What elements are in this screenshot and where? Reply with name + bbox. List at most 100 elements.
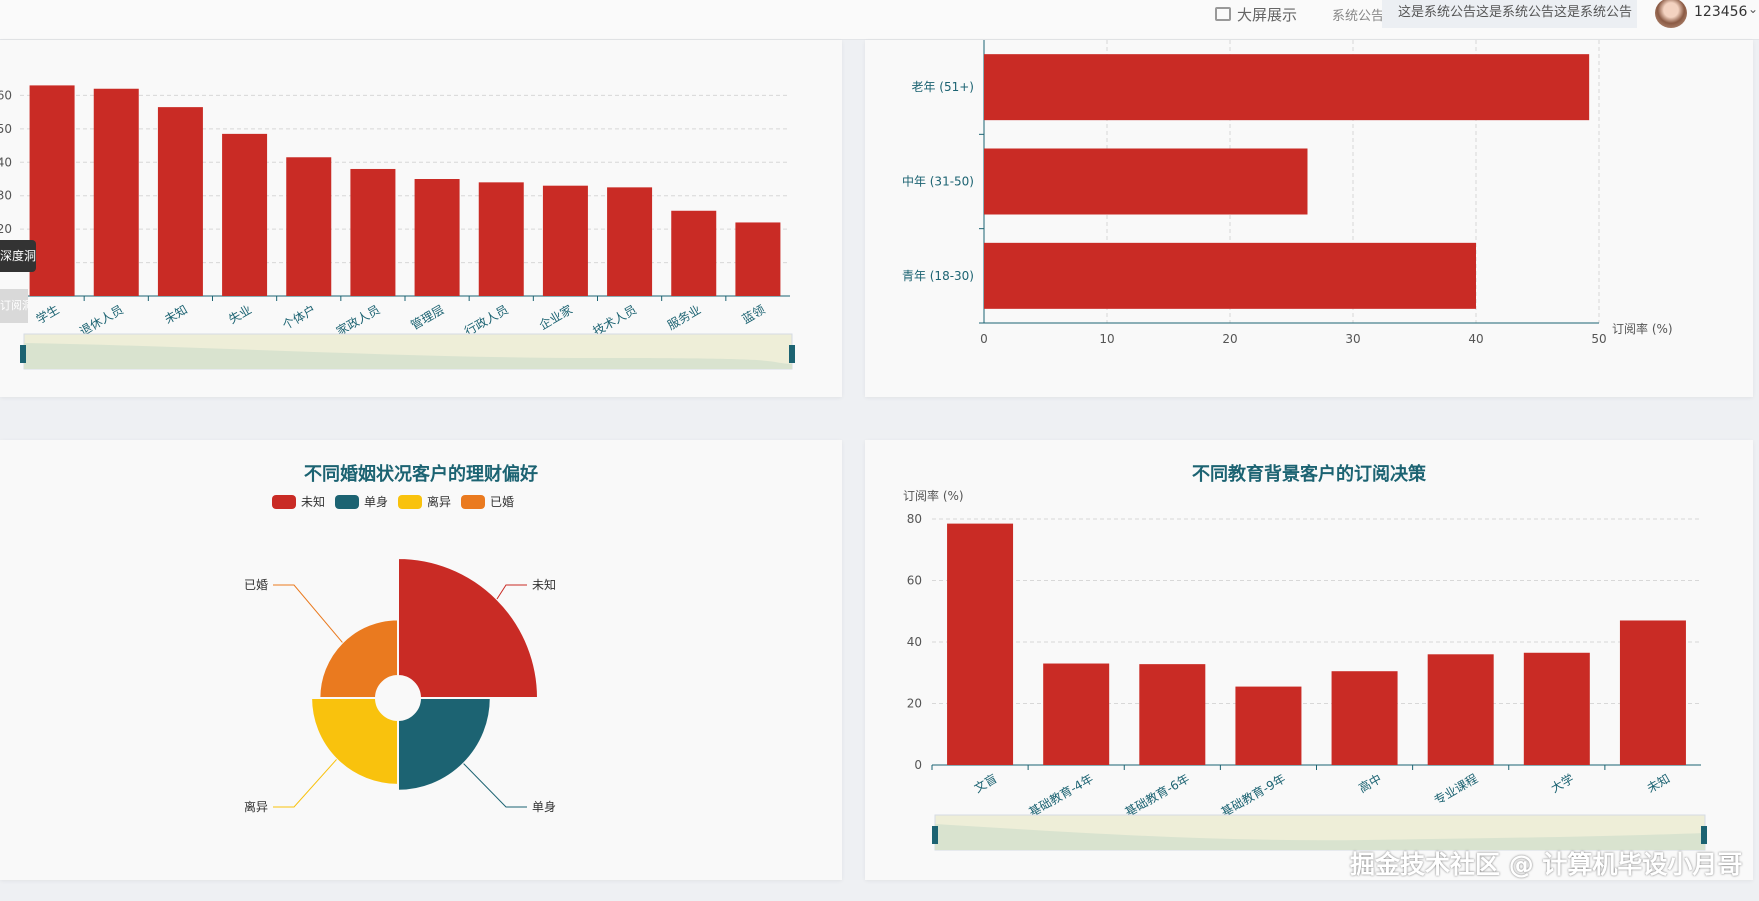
legend-item[interactable]: 未知 bbox=[272, 493, 325, 510]
x-tick-label: 基础教育-4年 bbox=[1026, 771, 1096, 820]
datazoom-preview bbox=[24, 343, 792, 369]
y-axis-name: 订阅率 (%) bbox=[903, 488, 964, 503]
bar bbox=[735, 222, 781, 296]
y-tick-label: 青年 (18-30) bbox=[902, 269, 974, 283]
bar bbox=[1427, 654, 1494, 765]
bar bbox=[1043, 663, 1110, 765]
y-tick-label: 80 bbox=[907, 512, 922, 526]
x-tick-label: 高中 bbox=[1356, 771, 1384, 796]
x-tick-label: 行政人员 bbox=[462, 302, 511, 338]
x-tick-label: 企业家 bbox=[536, 302, 575, 333]
x-tick-label: 20 bbox=[1222, 332, 1237, 346]
legend-item[interactable]: 已婚 bbox=[461, 493, 514, 510]
bar bbox=[947, 523, 1014, 765]
y-tick-label: 中年 (31-50) bbox=[902, 174, 974, 189]
x-tick-label: 蓝领 bbox=[740, 302, 768, 326]
bar bbox=[671, 210, 717, 296]
y-tick-label: 40 bbox=[907, 635, 922, 649]
x-tick-label: 个体户 bbox=[280, 302, 319, 333]
label-leader-line bbox=[273, 584, 343, 643]
x-axis-name: 订阅率 (%) bbox=[1612, 321, 1673, 336]
y-tick-label: 30 bbox=[0, 189, 12, 203]
tooltip-tag-secondary[interactable]: 订阅洞察 bbox=[0, 289, 28, 323]
bar bbox=[1523, 652, 1590, 765]
y-tick-label: 0 bbox=[914, 758, 922, 772]
x-tick-label: 基础教育-9年 bbox=[1218, 771, 1288, 820]
chart-legend: 未知 单身 离异 已婚 bbox=[272, 493, 514, 510]
x-tick-label: 专业课程 bbox=[1431, 771, 1480, 808]
bar bbox=[29, 85, 75, 297]
datazoom-handle-left bbox=[932, 826, 938, 844]
x-tick-label: 10 bbox=[1099, 332, 1114, 346]
bar bbox=[414, 179, 460, 296]
x-tick-label: 大学 bbox=[1548, 771, 1576, 796]
bar bbox=[1235, 686, 1302, 765]
chart-title: 不同婚姻状况客户的理财偏好 bbox=[304, 464, 538, 485]
top-bar: 大屏展示 系统公告 这是系统公告这是系统公告这是系统公告 123456 ⌄ bbox=[0, 0, 1759, 40]
datazoom-handle-right bbox=[1701, 826, 1707, 844]
bar bbox=[1139, 664, 1206, 765]
username[interactable]: 123456 bbox=[1694, 4, 1748, 20]
chevron-down-icon[interactable]: ⌄ bbox=[1748, 2, 1759, 16]
legend-swatch bbox=[461, 494, 486, 509]
x-tick-label: 学生 bbox=[33, 302, 61, 327]
label-leader-line bbox=[273, 759, 337, 808]
x-tick-label: 管理层 bbox=[408, 302, 447, 333]
monitor-icon bbox=[1215, 7, 1231, 21]
bar bbox=[1619, 620, 1686, 765]
marital-chart-card: 不同婚姻状况客户的理财偏好 未知 单身 离异 已婚 bbox=[0, 440, 842, 880]
y-tick-label: 50 bbox=[0, 122, 12, 136]
x-tick-label: 退休人员 bbox=[77, 302, 126, 338]
bar bbox=[984, 148, 1308, 215]
legend-swatch bbox=[335, 494, 360, 509]
y-tick-label: 20 bbox=[0, 222, 12, 236]
bar bbox=[542, 185, 588, 296]
watermark: 掘金技术社区 @ 计算机毕设小月哥 bbox=[1350, 850, 1743, 879]
legend-swatch bbox=[272, 494, 296, 509]
bar bbox=[222, 133, 268, 296]
x-tick-label: 技术人员 bbox=[591, 302, 640, 338]
label-leader-line bbox=[496, 584, 527, 600]
x-tick-label: 40 bbox=[1468, 332, 1483, 346]
x-tick-label: 文盲 bbox=[971, 771, 999, 796]
slice-label: 已婚 bbox=[244, 578, 268, 592]
x-tick-label: 未知 bbox=[162, 302, 190, 326]
bar bbox=[93, 88, 139, 296]
occupation-bar-chart: 0102030405060学生退休人员未知失业个体户家政人员管理层行政人员企业家… bbox=[0, 85, 795, 370]
avatar[interactable] bbox=[1655, 0, 1687, 28]
x-tick-label: 30 bbox=[1345, 332, 1360, 346]
x-tick-label: 家政人员 bbox=[333, 302, 382, 339]
age-chart-card: 0 10 20 30 40 50 订阅率 (%) 青年 (18-30) 中年 (31-50) 老年… bbox=[865, 40, 1753, 397]
x-tick-label: 服务业 bbox=[665, 302, 704, 333]
legend-item[interactable]: 离异 bbox=[398, 493, 451, 510]
x-tick-label: 50 bbox=[1591, 332, 1606, 346]
slice-label: 未知 bbox=[532, 578, 556, 592]
label-leader-line bbox=[463, 763, 527, 808]
y-tick-label: 60 bbox=[907, 574, 922, 588]
education-bar-chart: 订阅率 (%) 0 20 40 60 80 文盲 基础教育-4年 基础教育-6年 基础教育-9年 高… bbox=[903, 488, 1707, 851]
y-tick-label: 40 bbox=[0, 155, 12, 169]
pie-slice bbox=[397, 697, 492, 792]
legend-label: 离异 bbox=[427, 495, 452, 509]
x-tick-label: 失业 bbox=[226, 302, 254, 327]
education-chart-card: 不同教育背景客户的订阅决策 订阅率 (%) 0 20 40 60 80 文盲 基础教育-4年基… bbox=[865, 440, 1753, 880]
occupation-chart-card: 0102030405060学生退休人员未知失业个体户家政人员管理层行政人员企业家… bbox=[0, 40, 842, 397]
datazoom-handle-left bbox=[20, 345, 26, 363]
y-tick-label: 老年 (51+) bbox=[911, 80, 974, 94]
x-tick-label: 0 bbox=[980, 332, 988, 346]
legend-swatch bbox=[398, 494, 423, 509]
big-screen-link[interactable]: 大屏展示 bbox=[1215, 0, 1297, 28]
legend-label: 单身 bbox=[364, 495, 389, 509]
legend-item[interactable]: 单身 bbox=[335, 493, 388, 510]
bar bbox=[607, 187, 653, 296]
pie-slice bbox=[318, 618, 399, 699]
bar bbox=[286, 157, 332, 296]
bar bbox=[350, 168, 396, 296]
tooltip-tag[interactable]: 深度洞察 bbox=[0, 240, 36, 272]
x-tick-label: 未知 bbox=[1645, 771, 1673, 795]
notice-marquee: 这是系统公告这是系统公告这是系统公告 bbox=[1382, 0, 1637, 28]
big-screen-label: 大屏展示 bbox=[1237, 5, 1298, 24]
pie-slice bbox=[397, 557, 539, 699]
y-tick-label: 20 bbox=[907, 697, 922, 711]
